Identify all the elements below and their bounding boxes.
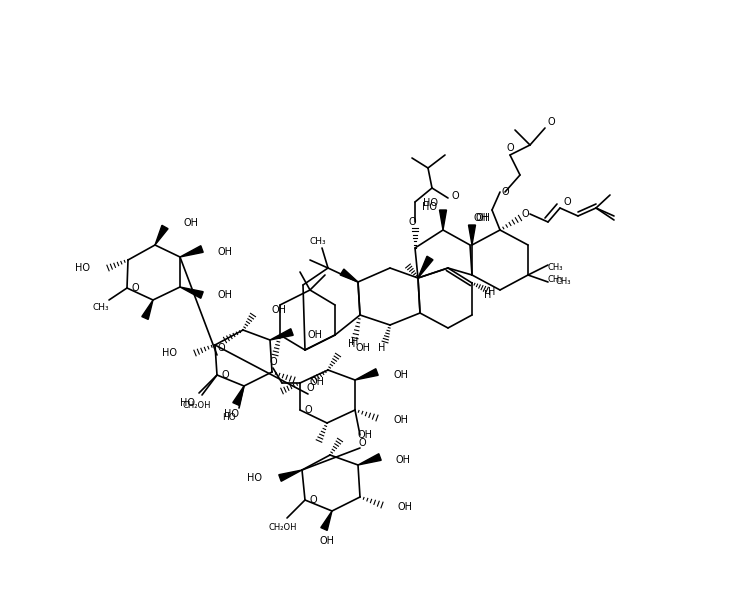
Polygon shape xyxy=(270,328,293,340)
Text: OH: OH xyxy=(358,430,373,440)
Text: HO: HO xyxy=(422,202,437,212)
Text: OH: OH xyxy=(393,415,408,425)
Text: H: H xyxy=(488,287,496,297)
Text: HO: HO xyxy=(423,198,438,208)
Polygon shape xyxy=(233,386,244,405)
Text: O: O xyxy=(269,357,277,367)
Text: OH: OH xyxy=(356,343,371,353)
Text: CH₃: CH₃ xyxy=(309,238,327,247)
Text: O: O xyxy=(501,187,509,197)
Text: OH: OH xyxy=(396,455,411,465)
Text: HO: HO xyxy=(224,409,239,419)
Text: H: H xyxy=(485,290,491,300)
Text: CH₂OH: CH₂OH xyxy=(183,401,211,410)
Polygon shape xyxy=(142,300,153,319)
Text: CH₃: CH₃ xyxy=(93,304,109,313)
Text: HO: HO xyxy=(247,473,262,483)
Polygon shape xyxy=(155,225,168,245)
Text: O: O xyxy=(521,209,529,219)
Text: OH: OH xyxy=(474,213,489,223)
Text: O: O xyxy=(306,383,314,393)
Text: O: O xyxy=(548,117,556,127)
Polygon shape xyxy=(340,269,358,282)
Text: CH₃: CH₃ xyxy=(548,276,563,284)
Polygon shape xyxy=(279,470,302,481)
Text: H: H xyxy=(378,343,386,353)
Text: OH: OH xyxy=(476,213,491,223)
Text: OH: OH xyxy=(320,536,335,546)
Text: CH₃: CH₃ xyxy=(548,264,563,273)
Text: OH: OH xyxy=(310,377,325,387)
Polygon shape xyxy=(440,210,446,230)
Text: OH: OH xyxy=(308,330,323,340)
Text: CH₂OH: CH₂OH xyxy=(269,524,297,533)
Text: OH: OH xyxy=(271,305,286,315)
Text: OH: OH xyxy=(218,290,233,300)
Polygon shape xyxy=(321,511,332,530)
Polygon shape xyxy=(358,454,381,465)
Text: HO: HO xyxy=(222,413,236,422)
Text: O: O xyxy=(452,191,460,201)
Polygon shape xyxy=(418,256,433,278)
Text: O: O xyxy=(131,283,139,293)
Text: O: O xyxy=(309,495,317,505)
Text: HO: HO xyxy=(180,398,195,408)
Text: H: H xyxy=(348,339,356,349)
Text: O: O xyxy=(563,197,571,207)
Text: HO: HO xyxy=(162,348,177,358)
Text: O: O xyxy=(304,405,312,415)
Text: H: H xyxy=(351,337,359,347)
Polygon shape xyxy=(180,287,203,298)
Text: HO: HO xyxy=(75,263,90,273)
Text: OH: OH xyxy=(398,502,413,512)
Text: O: O xyxy=(217,343,225,353)
Text: O: O xyxy=(408,217,416,227)
Text: OH: OH xyxy=(183,218,198,228)
Text: CH₃: CH₃ xyxy=(555,278,571,287)
Text: O: O xyxy=(358,438,366,448)
Text: OH: OH xyxy=(393,370,408,380)
Polygon shape xyxy=(180,245,203,257)
Text: O: O xyxy=(506,143,514,153)
Text: O: O xyxy=(221,370,228,380)
Text: OH: OH xyxy=(218,247,233,257)
Polygon shape xyxy=(469,225,476,245)
Polygon shape xyxy=(355,368,378,380)
